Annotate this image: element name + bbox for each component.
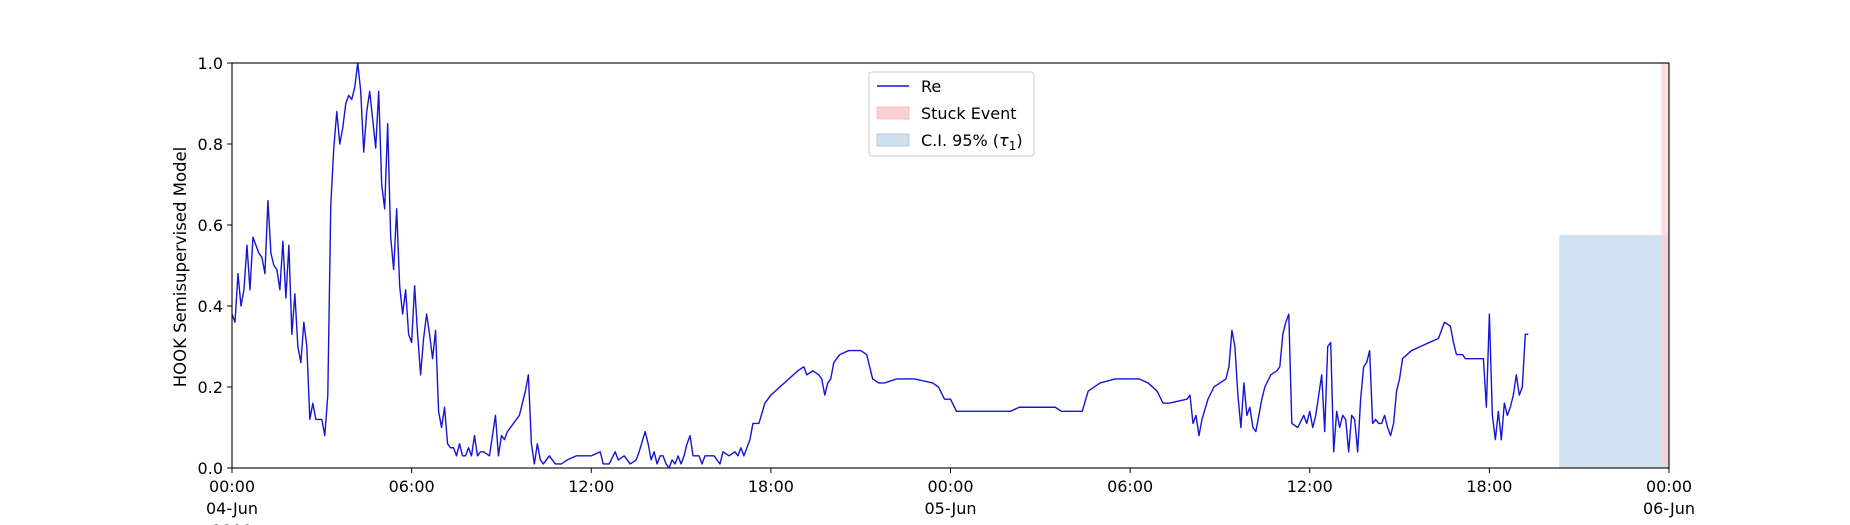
legend-label: C.I. 95% (τ1) [921, 131, 1023, 153]
y-axis-label: HOOK Semisupervised Model [171, 147, 190, 388]
x-tick-label: 00:00 [1646, 477, 1692, 496]
x-tick-label: 04-Jun [206, 499, 258, 518]
stuck-event-region [1661, 63, 1669, 468]
y-tick-label: 1.0 [198, 54, 223, 73]
legend-label: Stuck Event [921, 104, 1017, 123]
x-tick-label: 18:00 [748, 477, 794, 496]
x-tick-label: 12:00 [1287, 477, 1333, 496]
legend-label: Re [921, 77, 941, 96]
confidence-interval-region [1559, 235, 1669, 468]
x-tick-label: 06:00 [1107, 477, 1153, 496]
y-tick-label: 0.4 [198, 297, 223, 316]
y-tick-label: 0.0 [198, 459, 223, 478]
series-line-re [231, 62, 1529, 469]
x-axis-ticks: 00:00 04-Jun 1900 06:00 12:00 18:00 00:00 05-Ju… [206, 468, 1695, 525]
legend-swatch-stuck-event [876, 106, 910, 120]
series-layer [231, 62, 1529, 469]
x-tick-label: 18:00 [1466, 477, 1512, 496]
x-tick-label: 00:00 [209, 477, 255, 496]
y-tick-label: 0.8 [198, 135, 223, 154]
legend: Re Stuck Event C.I. 95% (τ1) [868, 71, 1035, 157]
legend-box [868, 71, 1035, 157]
x-tick-label: 12:00 [568, 477, 614, 496]
x-tick-label: 05-Jun [924, 499, 976, 518]
y-tick-label: 0.2 [198, 378, 223, 397]
x-tick-label: 06-Jun [1643, 499, 1695, 518]
x-tick-label: 1900 [212, 521, 253, 525]
shaded-regions [1559, 63, 1669, 468]
x-tick-label: 06:00 [389, 477, 435, 496]
y-tick-label: 0.6 [198, 216, 223, 235]
x-tick-label: 00:00 [927, 477, 973, 496]
legend-swatch-ci [876, 133, 910, 147]
y-axis-ticks: 0.0 0.2 0.4 0.6 0.8 1.0 [198, 54, 232, 478]
